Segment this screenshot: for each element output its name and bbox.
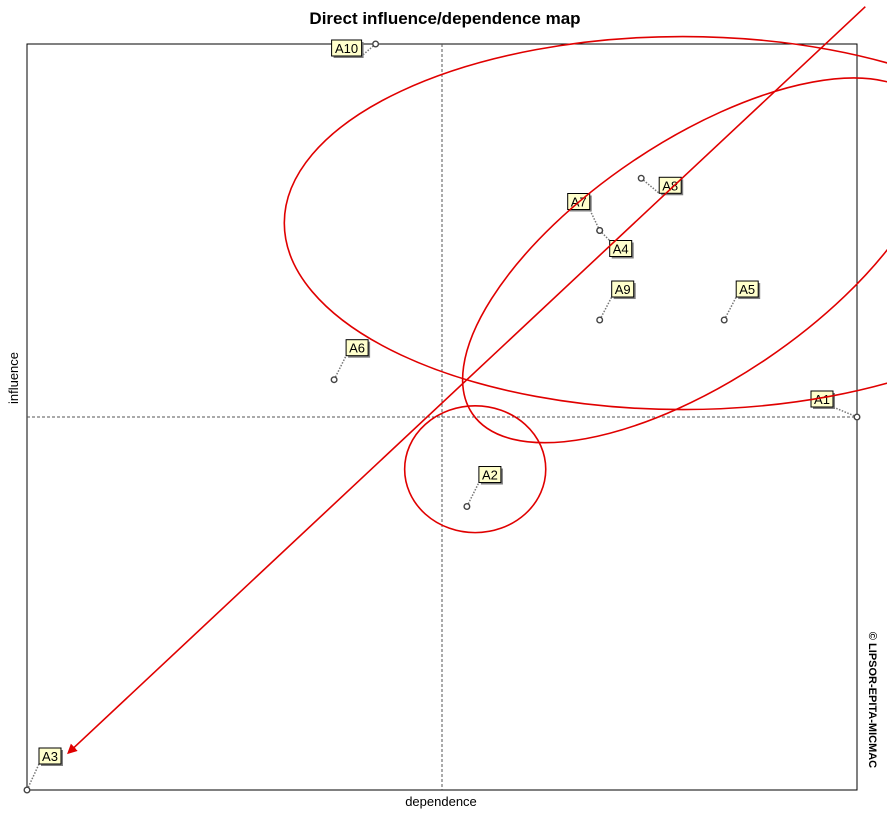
point-leader (466, 482, 480, 507)
point-marker (596, 226, 604, 234)
point-leader (832, 406, 858, 418)
point-label: A10 (335, 41, 358, 56)
highlight-ellipse-1 (283, 35, 887, 411)
x-axis-label: dependence (405, 794, 477, 809)
label-box (658, 176, 682, 194)
point-leader (599, 229, 611, 242)
highlight-ellipse-2 (461, 77, 887, 444)
point-a5: A5 (720, 280, 761, 324)
copyright-notice: © LIPSOR-EPITA-MICMAC (866, 632, 878, 768)
annotation-layer (67, 6, 887, 755)
y-axis-label: influence (6, 352, 21, 404)
point-a4: A4 (596, 226, 634, 259)
point-a10: A10 (331, 39, 380, 58)
label-box (611, 280, 635, 298)
point-label: A1 (814, 392, 830, 407)
point-a9: A9 (596, 280, 636, 324)
point-label: A5 (739, 282, 755, 297)
point-label: A4 (613, 242, 629, 257)
point-label: A3 (42, 749, 58, 764)
point-leader (589, 209, 601, 231)
diagonal-arrow (67, 6, 866, 755)
point-leader (333, 355, 347, 381)
point-marker (596, 316, 604, 324)
point-leader (640, 177, 660, 194)
label-box (609, 240, 633, 257)
point-label: A6 (349, 341, 365, 356)
point-label: A8 (662, 178, 678, 193)
label-box (345, 339, 369, 357)
label-box (331, 39, 363, 57)
chart-title: Direct influence/dependence map (309, 9, 580, 28)
point-marker (463, 503, 471, 511)
point-leader (723, 296, 737, 321)
point-marker (330, 376, 338, 384)
point-a6: A6 (330, 339, 371, 384)
point-marker (853, 413, 861, 421)
point-marker (372, 40, 380, 48)
point-marker (23, 786, 31, 794)
point-marker (637, 174, 645, 182)
point-label: A9 (615, 282, 631, 297)
point-marker (720, 316, 728, 324)
point-a2: A2 (463, 466, 503, 511)
highlight-ellipse-3 (403, 405, 547, 534)
point-a3: A3 (23, 747, 63, 794)
point-leader (599, 296, 613, 321)
point-label: A2 (482, 468, 498, 483)
label-box (38, 747, 62, 765)
label-box (478, 466, 502, 484)
label-box (735, 280, 759, 298)
